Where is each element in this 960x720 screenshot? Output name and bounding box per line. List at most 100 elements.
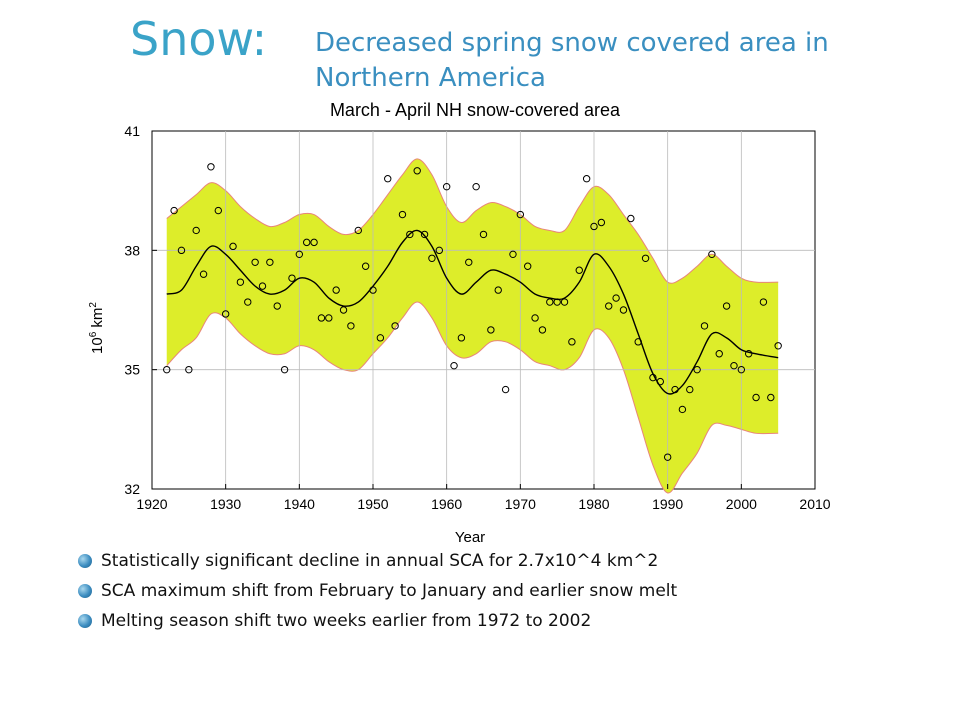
data-point [663,453,672,461]
data-point [163,365,171,374]
data-point [524,262,532,270]
data-point [678,405,687,414]
data-point [258,282,267,290]
y-tick-label: 38 [124,242,140,258]
data-point [509,250,517,259]
snow-cover-chart: March - April NH snow-covered area 1920 1… [88,100,831,546]
data-point [693,365,701,374]
data-point [686,385,694,394]
bullet-list: Statistically significant decline in ann… [78,546,677,636]
data-point [597,218,606,227]
data-point [494,286,502,294]
data-point [745,350,753,358]
data-point [192,226,200,235]
data-point [634,338,642,346]
data-point [376,334,385,342]
data-point [767,393,775,402]
band-lower-edge [166,301,779,494]
data-point [442,182,451,191]
data-point [303,238,311,247]
data-point [369,286,377,294]
data-point [487,326,495,334]
data-point [325,314,333,322]
bullet-dot-icon [78,584,92,598]
data-point [612,294,620,302]
data-point [752,393,760,402]
data-point [207,163,215,171]
data-point [177,246,186,255]
data-point [244,298,252,306]
x-tick-label: 1930 [210,496,241,512]
data-point [465,258,473,266]
data-point [413,167,421,175]
data-point [472,182,480,191]
bullet-item: SCA maximum shift from February to Janua… [78,576,677,606]
data-point [501,385,510,394]
x-tick-label: 2000 [726,496,757,512]
data-point [538,326,547,334]
x-tick-label: 2010 [799,496,830,512]
slide-title: Snow: [130,12,268,66]
data-point [641,254,650,262]
smoothed-line [166,229,779,395]
bullet-dot-icon [78,554,92,568]
data-point [774,342,782,350]
data-point [568,338,576,346]
data-point [708,250,716,259]
data-point [384,175,392,183]
data-point [266,258,274,266]
x-tick-label: 1980 [578,496,609,512]
data-point [531,314,539,322]
data-point [295,250,304,259]
data-point [715,350,723,358]
data-point [575,266,583,274]
data-point [398,210,407,219]
uncertainty-band [166,158,779,494]
bullet-item: Statistically significant decline in ann… [78,546,677,576]
data-point [391,322,399,330]
data-point [516,210,525,219]
data-point [236,278,245,286]
data-point [737,365,746,374]
bullet-text: SCA maximum shift from February to Janua… [101,581,678,601]
data-point [553,298,561,306]
data-point [435,246,443,255]
data-point [700,322,709,330]
data-point [185,365,193,374]
bullet-text: Melting season shift two weeks earlier f… [101,611,592,631]
x-tick-label: 1960 [431,496,462,512]
band-upper-edge [166,158,779,284]
slide-subtitle: Decreased spring snow covered area in No… [315,28,829,94]
y-tick-label: 32 [124,481,140,497]
data-point [406,230,414,239]
data-point [339,306,348,314]
data-point [759,298,768,306]
data-point [546,298,554,306]
bullet-text: Statistically significant decline in ann… [101,551,659,571]
data-point [582,175,591,183]
x-tick-label: 1970 [505,496,536,512]
data-point [479,230,488,239]
data-point [619,306,628,314]
data-point [605,302,613,310]
data-point [347,322,355,330]
data-point [288,274,296,282]
y-tick-label: 41 [124,123,140,139]
data-point [722,302,731,310]
data-point [214,206,223,215]
x-axis-label: Year [455,529,485,546]
data-point [170,206,178,215]
data-point [229,242,237,251]
data-point [354,226,362,235]
y-tick-label: 35 [124,362,140,378]
data-point [656,377,664,386]
x-tick-label: 1950 [357,496,388,512]
data-point [450,361,458,370]
data-point [317,314,326,322]
data-point [627,214,635,223]
x-tick-label: 1990 [652,496,683,512]
data-point [310,238,318,247]
data-point [251,258,259,266]
data-point [420,230,429,239]
data-point [671,385,679,394]
